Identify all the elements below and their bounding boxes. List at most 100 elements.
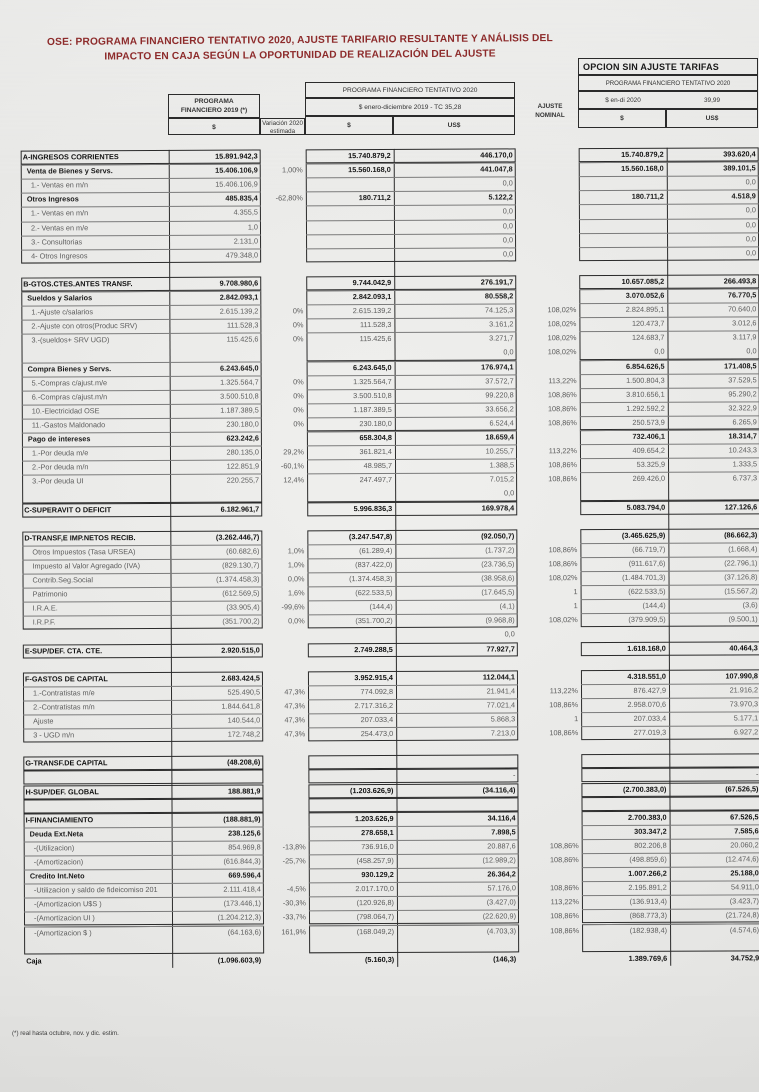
row-label: 1.-Contratistas m/e [33,688,95,698]
row-label: H-SUP/DEF. GLOBAL [25,786,99,797]
table-cell: (22.620,9) [482,911,517,921]
group-b-header-box [305,82,515,98]
table-cell: (1.204.212,3) [217,912,262,923]
table-cell: (351.700,2) [355,616,393,626]
table-cell: 47,3% [284,729,306,739]
table-cell: 180.711,2 [631,192,664,202]
table-cell: 220.255,7 [226,475,260,485]
table-cell: (498.859,6) [629,854,667,864]
table-cell: 0,0% [287,574,305,584]
table-cell: 1.844.641,8 [221,701,261,711]
row-label: Patrimonio [32,589,68,599]
table-cell: 930.129,2 [361,870,394,880]
table-cell: (1.484.701,3) [622,572,666,582]
table-cell: 5.177,1 [733,713,759,723]
table-cell: (3.423,7) [729,896,759,906]
table-cell: 0,0 [502,235,514,245]
table-cell: 207.033,4 [360,714,394,725]
table-cell: 108,86% [549,841,579,851]
table-cell: 4.355,5 [233,207,258,218]
table-cell: 0% [293,405,304,415]
row-label: 1.- Ventas en m/n [30,208,89,218]
table-cell: 2.195.891,2 [628,882,667,893]
table-cell: 108,02% [548,573,578,583]
table-cell: (5.160,3) [364,954,395,964]
row-label: Ajuste [33,716,54,726]
table-cell: 854.969,8 [228,842,261,852]
table-cell: 74.125,3 [484,305,514,315]
opcion-sin-ajuste-header: OPCION SIN AJUSTE TARIFAS [578,58,758,75]
table-cell: 0% [293,376,304,386]
row-label: 1.- Ventas en m/n [30,180,89,190]
table-cell: 108,86% [548,544,578,555]
row-label: 5.-Compras c/ajust.m/e [31,377,108,388]
table-cell: 10.243,3 [728,445,757,455]
table-cell: 6.243.645,0 [220,363,259,373]
table-cell: 2.615.139,2 [219,306,259,316]
table-cell: 9.708.980,6 [219,278,259,288]
table-cell: 1 [574,714,579,724]
table-cell: (23.736,5) [481,559,515,569]
col6-unit: US$ [705,115,719,122]
table-cell: 802.206,8 [634,840,667,850]
table-cell: 3.271,7 [489,333,514,343]
table-cell: 278.658,1 [361,827,394,837]
table-cell: 0,0 [502,220,514,230]
col3-unit-box [305,116,393,135]
ajuste-nominal-line-1: AJUSTE [537,103,563,110]
table-cell: 15.560.168,0 [621,163,664,174]
table-cell: 623.242,6 [226,433,259,443]
table-cell: (17.645,5) [481,587,515,597]
col2-header-box [260,118,305,135]
table-cell: (798.064,7) [356,912,395,922]
table-cell: (622.533,5) [628,586,666,597]
table-cell: (3.262.446,7) [215,532,260,542]
table-cell: 6.927,2 [733,727,759,737]
table-cell: 113,22% [549,685,579,696]
table-cell: (48.208,6) [227,757,261,767]
row-label: 3.-Por deuda UI [32,476,84,486]
table-cell: (612.569,5) [222,588,260,598]
table-cell: 108,86% [547,389,577,399]
table-cell: 122.851,9 [226,461,260,471]
table-cell: 7.015,2 [489,474,515,484]
group-c-header-box [578,75,758,91]
table-cell: 0,0 [745,233,757,243]
row-label: Sueldos y Salarios [27,293,93,303]
table-cell: 73.970,3 [729,699,759,709]
table-cell: 1.500.804,3 [626,375,665,385]
table-cell: 2.017.170,0 [355,884,394,894]
table-cell: 0,0 [503,347,514,357]
row-label: G-TRANSF.DE CAPITAL [25,758,108,768]
row-label: A-INGRESOS CORRIENTES [22,152,119,162]
table-cell: 2.749.288,5 [354,644,393,654]
row-label: 2.-Contratistas m/n [33,702,95,712]
table-cell: 446.170,0 [480,150,513,160]
table-cell: 10.657.085,2 [621,276,665,286]
row-label: Deuda Ext.Neta [29,829,84,839]
table-cell: 2.842.093,1 [352,291,392,302]
table-cell: 7.213,0 [490,728,516,738]
table-cell: 1.203.626,9 [354,813,394,823]
row-label: 10.-Electricidad OSE [31,406,100,416]
table-cell: 2.683.424,5 [221,673,260,683]
table-cell: 303.347,2 [634,826,667,836]
table-cell: 113,22% [550,897,579,907]
col1-header-line-1: PROGRAMA [194,98,234,105]
row-label: I.R.A.E. [32,603,58,613]
table-cell: (837.422,0) [355,559,393,570]
table-cell: - [512,770,516,780]
table-cell: 5.122,2 [488,192,513,202]
table-cell: 108,02% [547,305,577,315]
table-cell: 34.752,9 [730,953,759,963]
table-cell: 77.927,7 [486,643,515,654]
table-cell: (351.700,2) [222,616,260,626]
table-cell: 2.615.139,2 [352,306,392,316]
table-cell: (173.446,1) [223,898,261,908]
col2-header-line-2: estimada [269,128,296,135]
table-cell: (37.126,8) [724,572,758,582]
table-cell: 361.821,4 [359,447,392,457]
table-cell: 169.978,4 [481,502,515,513]
table-cell: (829.130,7) [222,560,260,570]
table-cell: 3.500.510,8 [353,390,392,400]
